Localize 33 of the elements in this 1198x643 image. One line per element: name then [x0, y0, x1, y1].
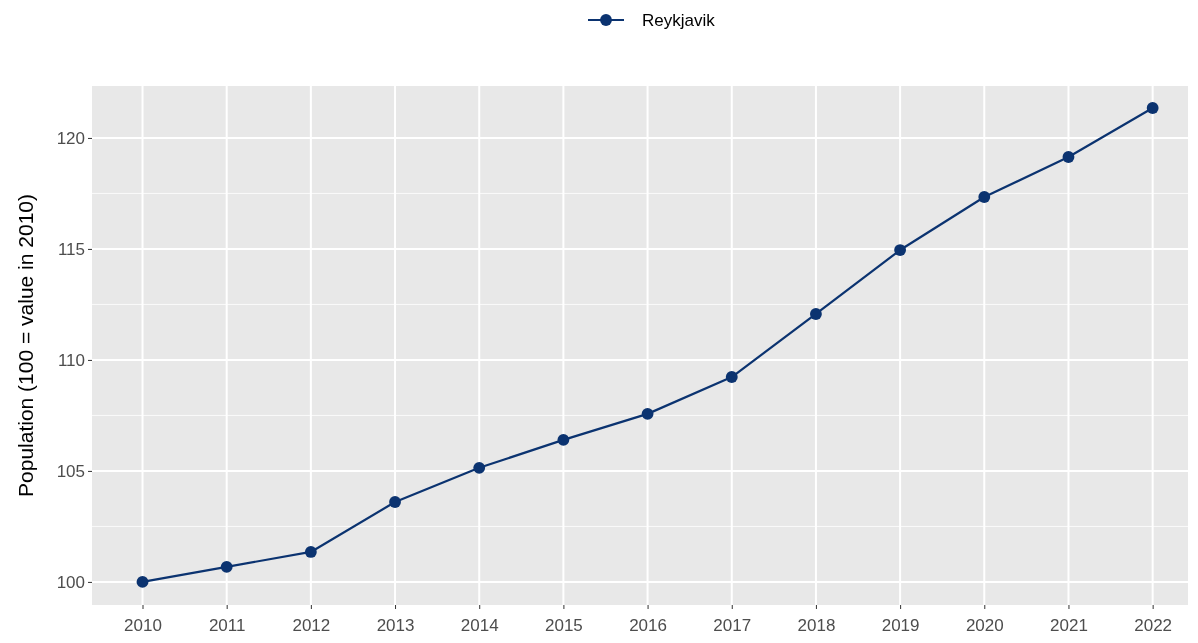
point — [557, 433, 570, 446]
x-tick-label: 2020 — [965, 615, 1004, 635]
point — [136, 576, 149, 588]
x-tick-label: 2012 — [292, 615, 331, 635]
x-tick-label: 2021 — [1050, 615, 1088, 635]
x-tick-label: 2017 — [713, 615, 752, 635]
legend-label: Reykjavik — [642, 11, 716, 30]
point — [1062, 151, 1075, 163]
y-tick-label: 105 — [56, 461, 85, 481]
x-tick-label: 2010 — [124, 615, 162, 635]
point — [725, 371, 738, 383]
point — [389, 496, 401, 508]
y-tick-label: 120 — [56, 128, 85, 148]
x-tick-label: 2011 — [208, 615, 246, 635]
x-tick-label: 2022 — [1134, 615, 1173, 635]
y-tick-label: 115 — [57, 239, 85, 259]
x-tick-label: 2013 — [376, 615, 415, 635]
point — [978, 191, 991, 203]
point — [473, 461, 486, 474]
point — [641, 407, 654, 420]
x-tick-label: 2016 — [629, 615, 667, 635]
y-axis-title: Population (100 = value in 2010) — [14, 194, 37, 497]
point — [894, 244, 907, 256]
point — [1146, 102, 1159, 114]
x-tick-label: 2015 — [544, 615, 583, 635]
x-tick-label: 2014 — [460, 615, 499, 635]
point — [220, 560, 233, 573]
y-tick-label: 100 — [56, 572, 85, 592]
x-tick-label: 2019 — [881, 615, 920, 635]
point — [304, 546, 317, 558]
point — [810, 308, 822, 320]
x-tick-label: 2018 — [797, 615, 836, 635]
y-tick-label: 110 — [57, 350, 85, 370]
